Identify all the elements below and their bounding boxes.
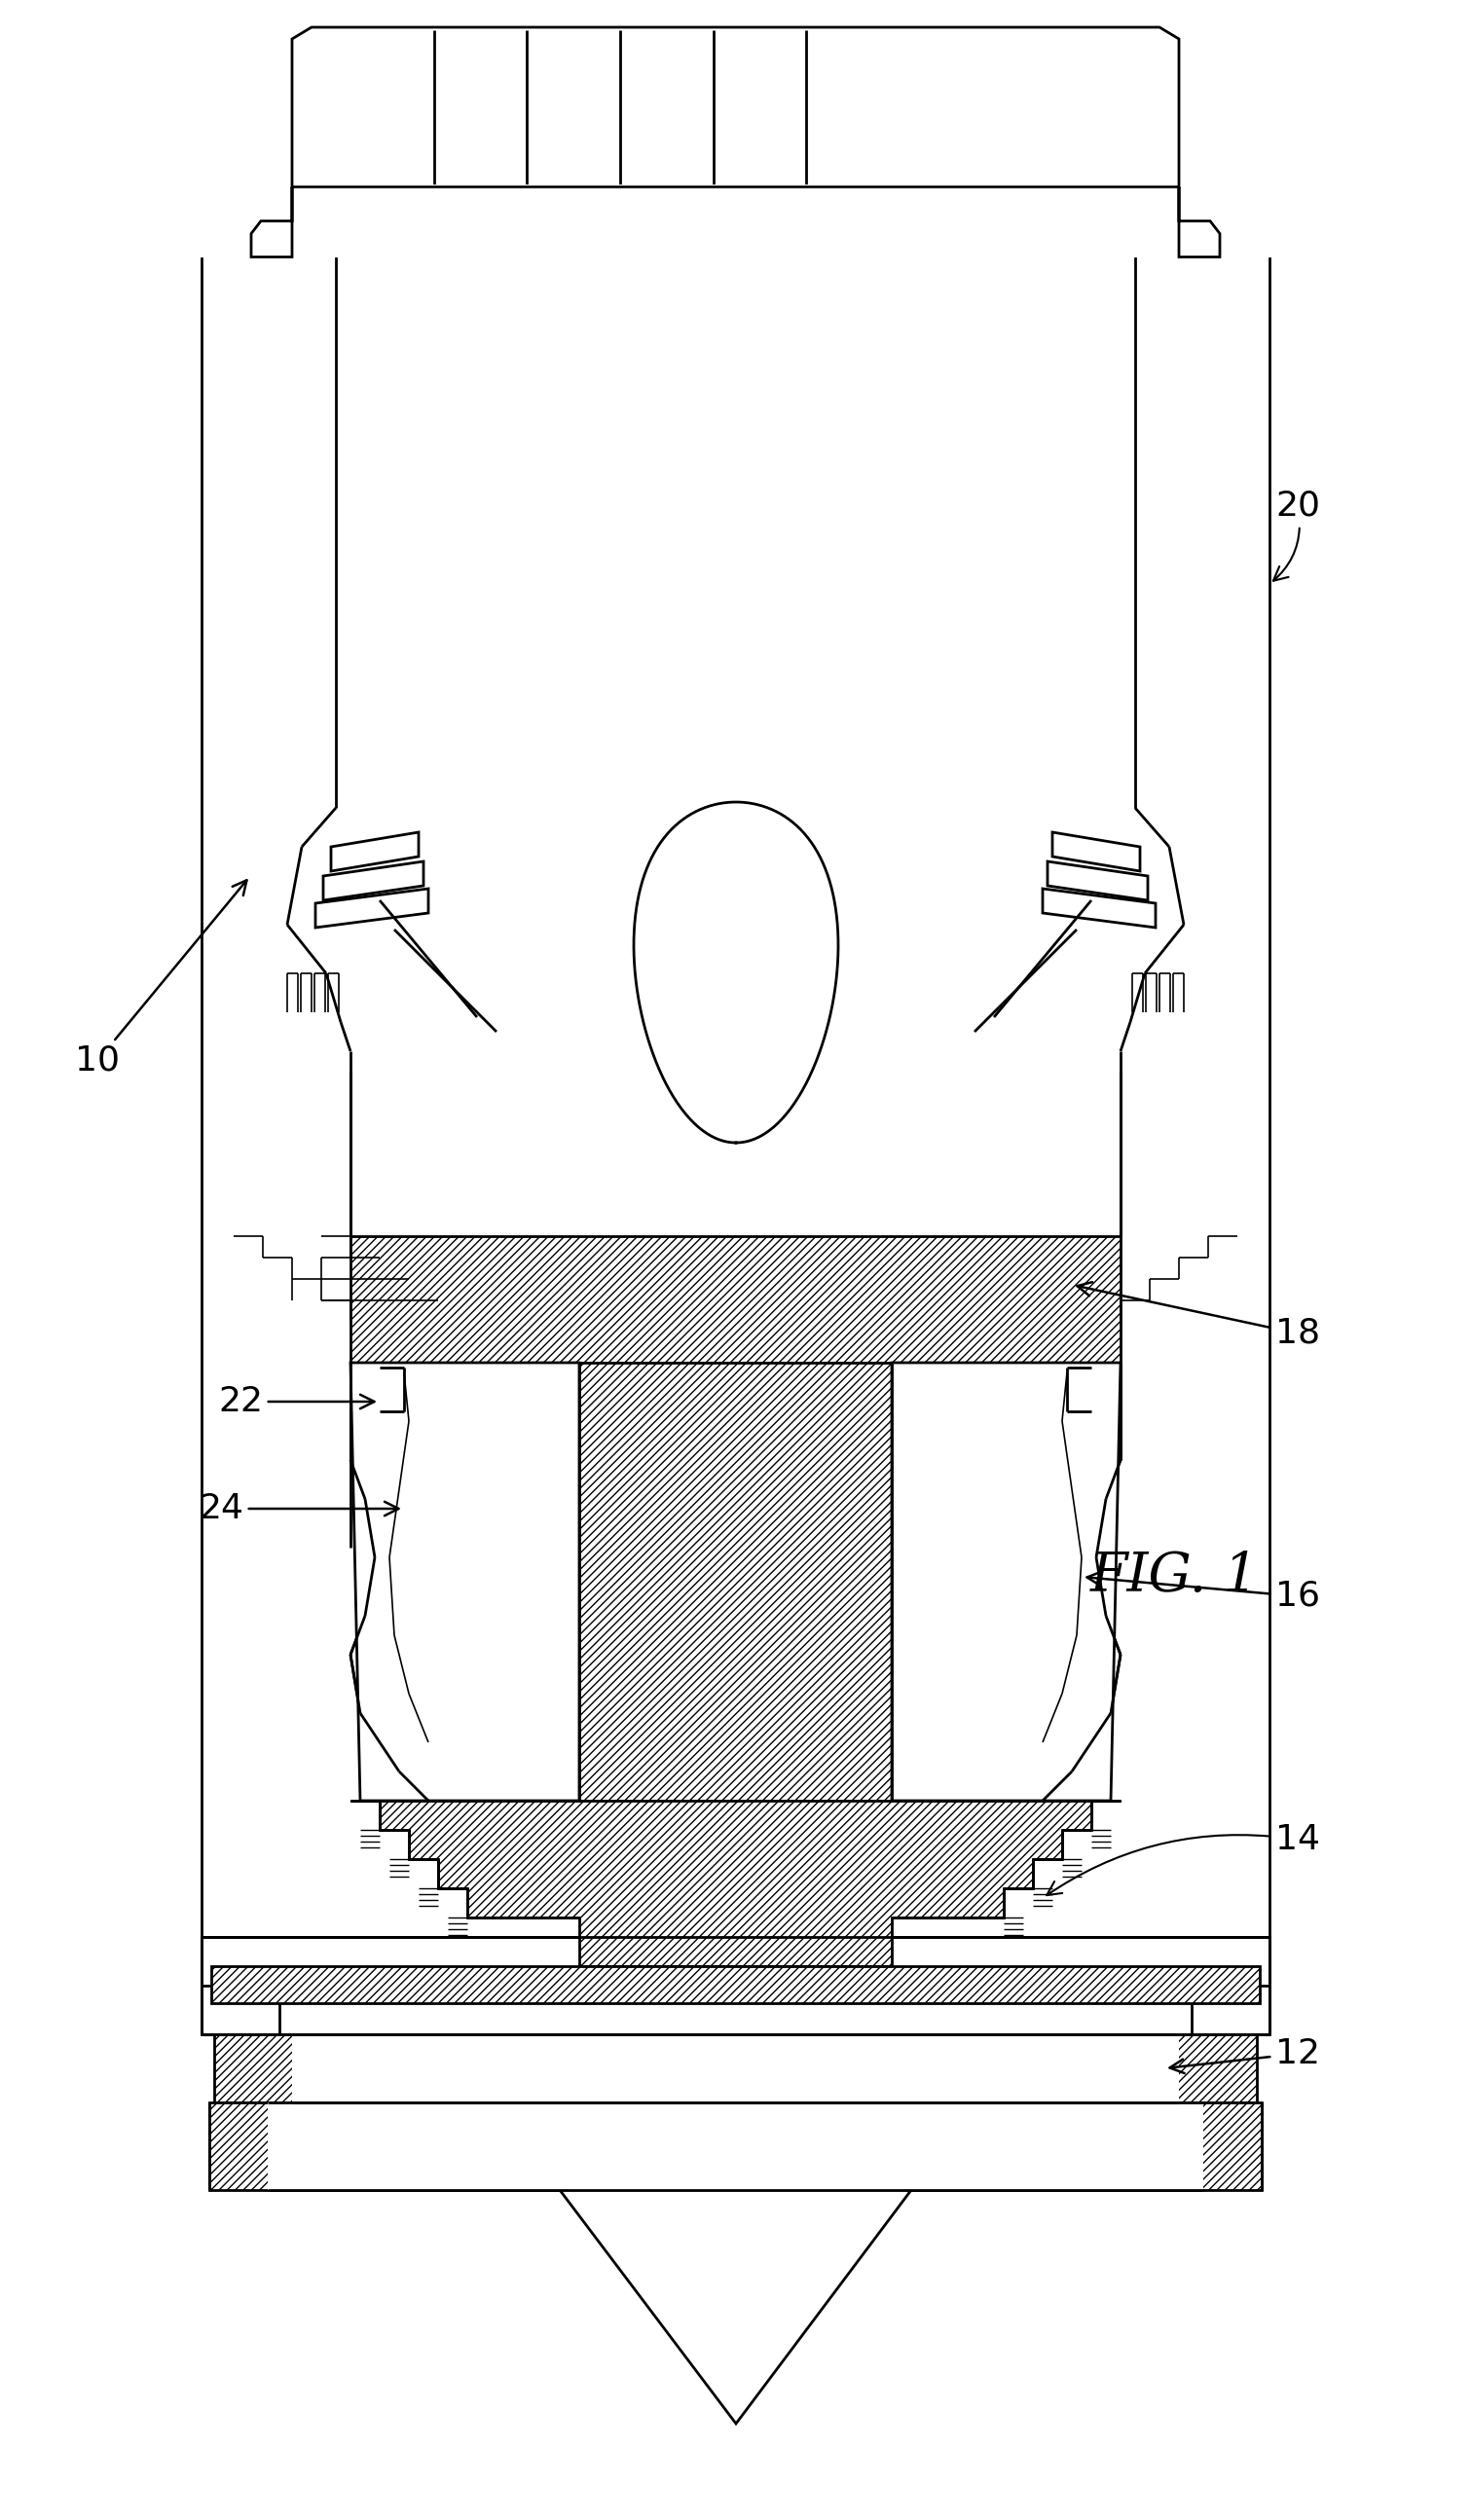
Text: 22: 22 (218, 1386, 374, 1419)
Polygon shape (634, 801, 838, 1142)
Text: 10: 10 (75, 879, 247, 1079)
Text: 24: 24 (199, 1492, 399, 1525)
Polygon shape (209, 2102, 1262, 2190)
Polygon shape (1052, 832, 1140, 872)
Polygon shape (560, 2190, 911, 2424)
Text: 20: 20 (1274, 489, 1319, 580)
Text: 12: 12 (1169, 2036, 1319, 2074)
Polygon shape (324, 862, 424, 900)
Polygon shape (215, 2034, 1256, 2102)
Polygon shape (891, 1363, 1121, 1802)
Polygon shape (268, 2102, 1203, 2190)
Text: 14: 14 (1047, 1822, 1319, 1895)
Polygon shape (1043, 890, 1156, 927)
Text: FIG. 1: FIG. 1 (1090, 1550, 1259, 1603)
Polygon shape (1047, 862, 1147, 900)
Polygon shape (202, 1938, 1269, 2034)
Polygon shape (331, 832, 419, 872)
Polygon shape (350, 1363, 580, 1802)
Polygon shape (580, 1363, 891, 1802)
Polygon shape (293, 2034, 1178, 2102)
Polygon shape (252, 186, 293, 257)
Polygon shape (315, 890, 428, 927)
Polygon shape (1178, 186, 1219, 257)
Polygon shape (350, 1802, 1121, 1966)
Polygon shape (212, 1966, 1259, 2003)
Polygon shape (350, 1237, 1121, 1363)
Polygon shape (293, 28, 1178, 186)
Text: 18: 18 (1077, 1283, 1321, 1351)
Text: 16: 16 (1087, 1572, 1319, 1613)
